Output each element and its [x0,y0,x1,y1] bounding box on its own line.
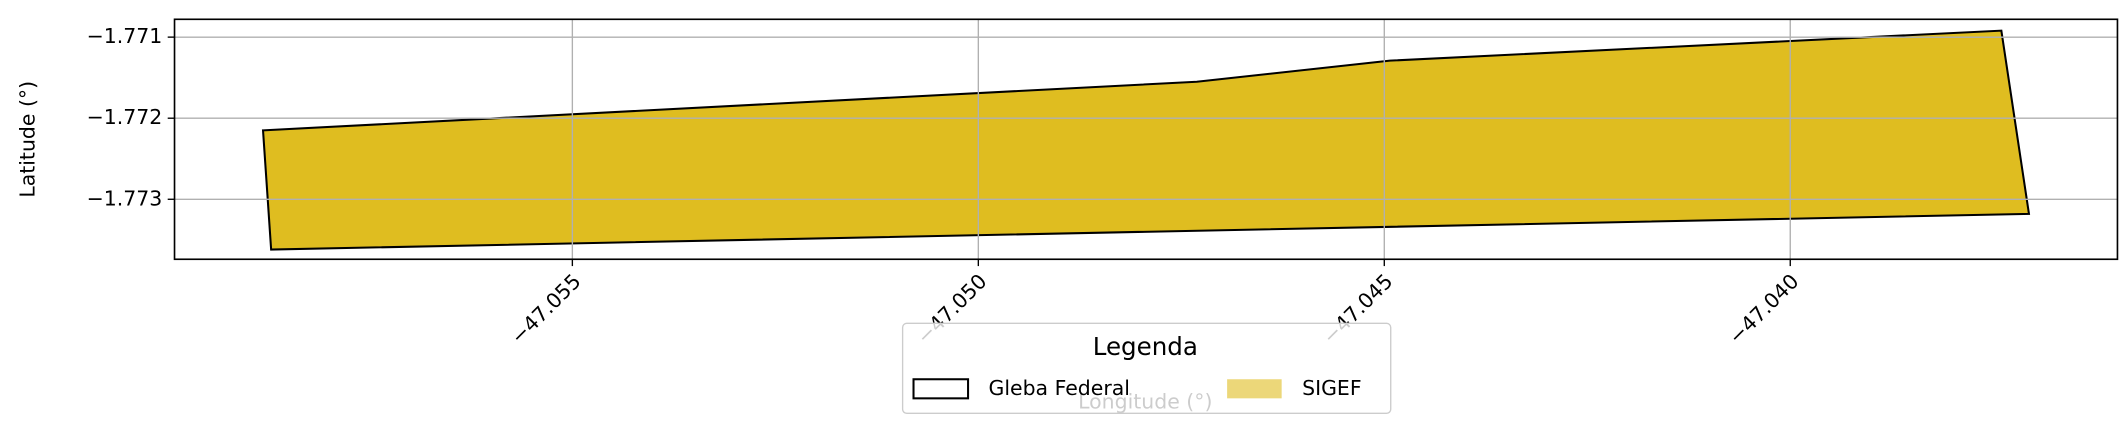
y-tick-label: −1.772 [87,105,163,129]
x-tick-label: −47.040 [1724,269,1804,349]
x-tick-label: −47.055 [506,269,586,349]
legend-label: Gleba Federal [989,376,1130,400]
y-tick-label: −1.771 [87,24,163,48]
y-axis-label: Latitude (°) [16,81,40,198]
polygon [261,29,2031,251]
polygon [263,30,2029,250]
legend-swatch [1227,379,1282,399]
legend-title: Legenda [1093,332,1198,361]
y-tick-label: −1.773 [87,186,163,210]
legend-label: SIGEF [1302,376,1362,400]
legend: Legenda Gleba Federal SIGEF [901,322,1392,415]
legend-swatch [912,378,970,400]
axes-frame [173,18,2119,261]
